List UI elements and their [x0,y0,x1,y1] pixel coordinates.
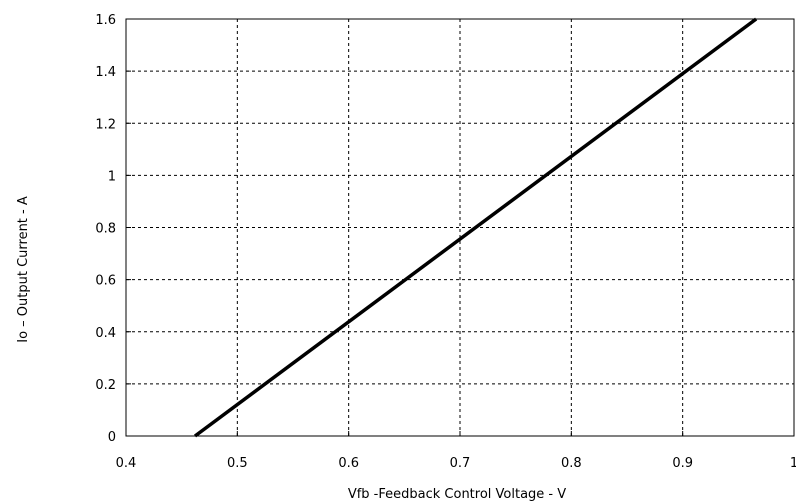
series-line [193,17,758,438]
y-tick-label: 1.4 [95,65,116,80]
y-tick-label: 1 [108,169,116,184]
y-tick-label: 0.8 [95,222,116,237]
series-group [193,17,758,438]
y-tick-label: 1.2 [95,117,116,132]
y-tick-label: 0 [108,430,116,445]
x-tick-label: 0.7 [450,456,471,471]
y-tick-label: 0.4 [95,326,116,341]
x-tick-label: 1 [790,456,796,471]
x-tick-label: 0.6 [338,456,359,471]
x-tick-label: 0.4 [116,456,137,471]
x-axis-label: Vfb -Feedback Control Voltage - V [348,487,566,502]
y-axis-label: Io – Output Current - A [16,196,31,343]
x-tick-label: 0.8 [561,456,582,471]
x-tick-labels: 0.4 0.5 0.6 0.7 0.8 0.9 1 [116,456,796,471]
grid-lines [126,19,794,436]
y-tick-label: 0.2 [95,378,116,393]
axis-ticks [125,18,795,437]
y-tick-label: 0.6 [95,274,116,289]
x-tick-label: 0.9 [672,456,693,471]
x-tick-label: 0.5 [227,456,248,471]
y-tick-labels: 0 0.2 0.4 0.6 0.8 1 1.2 1.4 1.6 [95,13,116,445]
y-tick-label: 1.6 [95,13,116,28]
